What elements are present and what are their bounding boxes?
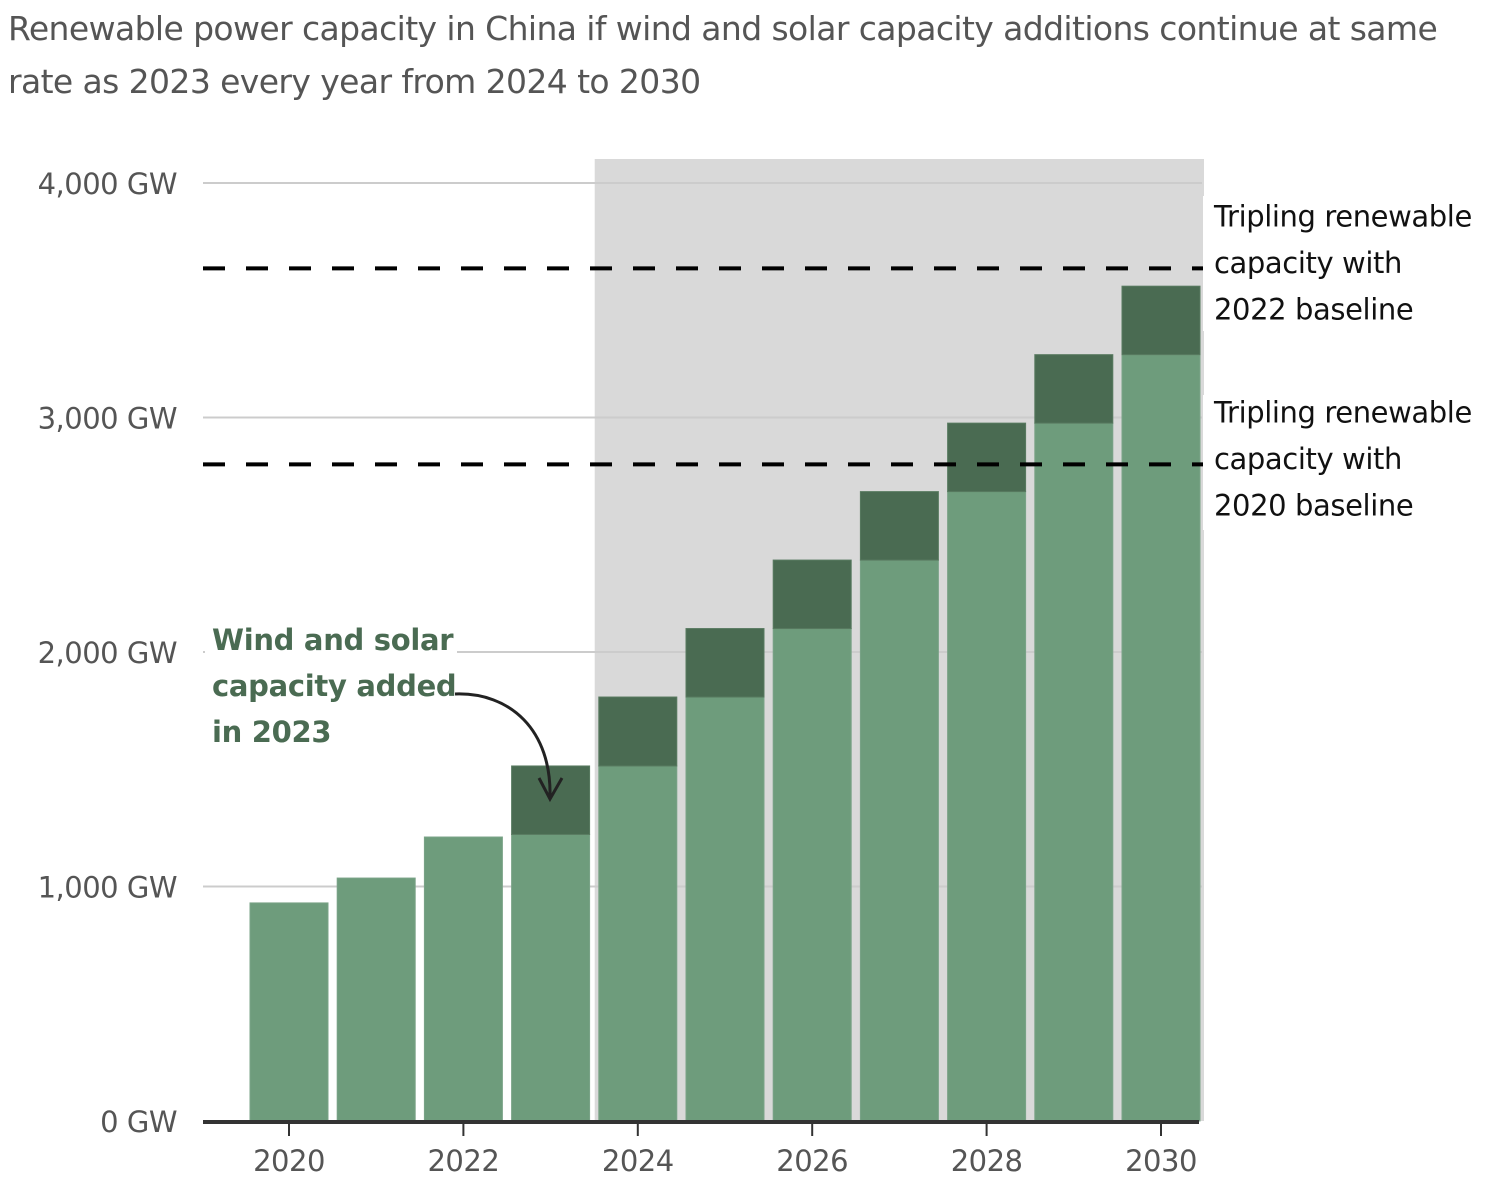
bar-existing-2026: [772, 628, 852, 1122]
bar-existing-2023: [511, 833, 591, 1122]
bar-existing-2030: [1121, 354, 1201, 1122]
bar-existing-2022: [423, 836, 503, 1122]
reference-line-label: 2020 baseline: [1214, 488, 1413, 522]
x-tick-label: 2022: [427, 1144, 499, 1178]
annotation-bg: [205, 615, 457, 755]
chart-title: Renewable power capacity in China if win…: [8, 9, 1438, 101]
bar-added-2024: [598, 696, 678, 767]
arrowhead-icon: [537, 777, 564, 803]
bar-added-2027: [859, 491, 939, 561]
x-tick-label: 2026: [776, 1144, 848, 1178]
bar-existing-2025: [685, 696, 765, 1122]
reference-line-label: 2022 baseline: [1214, 292, 1413, 326]
reference-line-label: Tripling renewable: [1213, 395, 1472, 429]
y-tick-label: 3,000 GW: [38, 402, 177, 436]
bar-existing-2028: [947, 491, 1027, 1122]
reference-line-label: capacity with: [1214, 442, 1402, 476]
y-tick-label: 2,000 GW: [38, 636, 177, 670]
bar-existing-2021: [336, 877, 416, 1122]
ref-label-bg: [1203, 395, 1508, 530]
bar-existing-2020: [249, 902, 329, 1122]
reference-line-label: Tripling renewable: [1213, 199, 1472, 233]
axes: [203, 1120, 1199, 1136]
annotation-text: Wind and solar: [212, 623, 454, 657]
y-tick-label: 4,000 GW: [38, 167, 177, 201]
y-tick-label: 0 GW: [100, 1105, 177, 1139]
annotation-text: in 2023: [212, 715, 331, 749]
bar-existing-2024: [598, 765, 678, 1122]
ref-label-bg: [1203, 196, 1508, 331]
reference-line-label: capacity with: [1214, 246, 1402, 280]
x-tick-label: 2020: [253, 1144, 325, 1178]
labels: 0 GW 1,000 GW 2,000 GW 3,000 GW 4,000 GW Trip…: [38, 167, 1508, 1178]
annotation-arrow: [454, 692, 552, 799]
x-tick-label: 2028: [951, 1144, 1023, 1178]
bar-added-2026: [772, 559, 852, 630]
bar-added-2025: [685, 628, 765, 698]
bar-added-2030: [1121, 285, 1201, 356]
bar-existing-2029: [1034, 422, 1114, 1122]
bar-added-2028: [947, 422, 1027, 493]
bar-existing-2027: [859, 559, 939, 1122]
bars: [249, 285, 1201, 1122]
x-tick-label: 2024: [602, 1144, 674, 1178]
annotation-text: capacity added: [212, 669, 456, 703]
bar-added-2029: [1034, 354, 1114, 424]
x-tick-label: 2030: [1125, 1144, 1197, 1178]
reference-lines: [203, 266, 1203, 467]
y-tick-label: 1,000 GW: [38, 871, 177, 905]
